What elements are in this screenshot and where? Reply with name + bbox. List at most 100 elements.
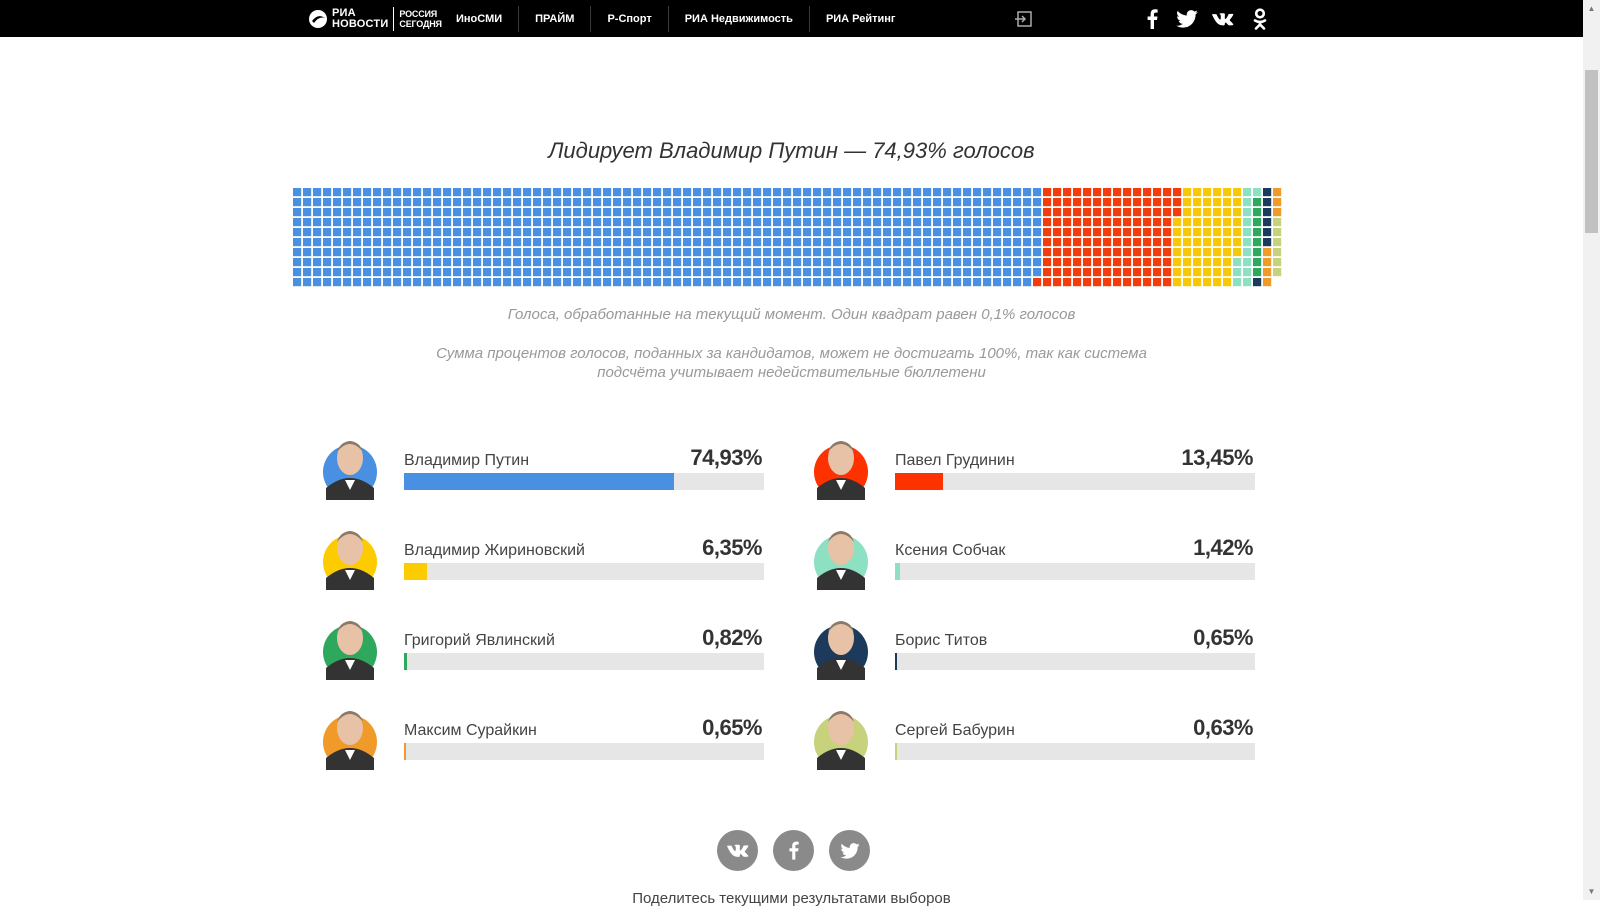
- waffle-square: [543, 268, 552, 277]
- waffle-square: [693, 198, 702, 207]
- waffle-square: [403, 248, 412, 257]
- waffle-square: [303, 198, 312, 207]
- waffle-square: [793, 208, 802, 217]
- waffle-square: [433, 228, 442, 237]
- waffle-square: [373, 208, 382, 217]
- waffle-square: [423, 218, 432, 227]
- waffle-square: [343, 258, 352, 267]
- waffle-square: [543, 188, 552, 197]
- waffle-square: [1023, 228, 1032, 237]
- waffle-square: [693, 208, 702, 217]
- page-scrollbar[interactable]: ▲ ▼: [1583, 0, 1600, 900]
- waffle-square: [1223, 218, 1232, 227]
- waffle-square: [573, 218, 582, 227]
- waffle-square: [373, 248, 382, 257]
- waffle-square: [503, 218, 512, 227]
- waffle-square: [1063, 208, 1072, 217]
- waffle-square: [793, 268, 802, 277]
- ria-novosti-logo[interactable]: РИА НОВОСТИ РОССИЯ СЕГОДНЯ: [308, 6, 442, 32]
- waffle-square: [1123, 248, 1132, 257]
- waffle-square: [993, 258, 1002, 267]
- waffle-square: [983, 278, 992, 287]
- waffle-square: [1163, 208, 1172, 217]
- waffle-square: [1023, 238, 1032, 247]
- waffle-square: [853, 268, 862, 277]
- waffle-square: [1233, 268, 1242, 277]
- waffle-square: [933, 278, 942, 287]
- facebook-icon[interactable]: [1141, 8, 1163, 30]
- waffle-square: [703, 198, 712, 207]
- waffle-square: [813, 228, 822, 237]
- share-vk-button[interactable]: [717, 830, 758, 871]
- waffle-square: [903, 238, 912, 247]
- logo-novosti: НОВОСТИ: [332, 18, 389, 30]
- nav-inosmi[interactable]: ИноСМИ: [456, 12, 503, 25]
- waffle-square: [663, 248, 672, 257]
- login-icon[interactable]: [1014, 9, 1034, 29]
- share-facebook-button[interactable]: [773, 830, 814, 871]
- nav-ria-rating[interactable]: РИА Рейтинг: [825, 12, 896, 25]
- waffle-square: [703, 238, 712, 247]
- waffle-square: [653, 218, 662, 227]
- nav-prime[interactable]: ПРАЙМ: [535, 12, 575, 25]
- waffle-square: [763, 208, 772, 217]
- waffle-square: [363, 258, 372, 267]
- odnoklassniki-icon[interactable]: [1249, 8, 1271, 30]
- waffle-square: [723, 268, 732, 277]
- waffle-square: [1263, 258, 1272, 267]
- waffle-square: [883, 218, 892, 227]
- waffle-square: [673, 188, 682, 197]
- waffle-square: [1273, 248, 1282, 257]
- waffle-square: [753, 188, 762, 197]
- vk-icon[interactable]: [1212, 8, 1234, 30]
- waffle-square: [1083, 218, 1092, 227]
- waffle-square: [383, 238, 392, 247]
- waffle-square: [423, 268, 432, 277]
- waffle-square: [823, 188, 832, 197]
- twitter-icon[interactable]: [1176, 8, 1198, 30]
- waffle-square: [433, 188, 442, 197]
- waffle-square: [823, 278, 832, 287]
- waffle-square: [623, 248, 632, 257]
- waffle-square: [633, 258, 642, 267]
- nav-ria-realty[interactable]: РИА Недвижимость: [684, 12, 793, 25]
- waffle-square: [403, 188, 412, 197]
- nav-rsport[interactable]: Р-Спорт: [607, 12, 652, 25]
- waffle-square: [943, 258, 952, 267]
- scroll-down-arrow-icon[interactable]: ▼: [1587, 887, 1596, 896]
- share-twitter-button[interactable]: [829, 830, 870, 871]
- waffle-square: [563, 238, 572, 247]
- waffle-square: [423, 198, 432, 207]
- waffle-square: [373, 268, 382, 277]
- waffle-square: [833, 258, 842, 267]
- waffle-square: [953, 198, 962, 207]
- waffle-square: [803, 198, 812, 207]
- waffle-square: [643, 248, 652, 257]
- waffle-square: [333, 218, 342, 227]
- waffle-square: [1143, 188, 1152, 197]
- waffle-square: [573, 208, 582, 217]
- waffle-square: [1163, 228, 1172, 237]
- waffle-square: [403, 208, 412, 217]
- waffle-square: [483, 198, 492, 207]
- waffle-square: [983, 188, 992, 197]
- waffle-square: [1053, 198, 1062, 207]
- waffle-square: [603, 268, 612, 277]
- candidate-bar-track: [404, 563, 764, 580]
- candidate-bar-fill: [404, 563, 427, 580]
- scroll-up-arrow-icon[interactable]: ▲: [1587, 4, 1596, 13]
- waffle-square: [963, 218, 972, 227]
- waffle-square: [963, 198, 972, 207]
- waffle-square: [873, 268, 882, 277]
- waffle-square: [383, 218, 392, 227]
- waffle-square: [1003, 208, 1012, 217]
- waffle-square: [933, 228, 942, 237]
- waffle-square: [1073, 228, 1082, 237]
- waffle-square: [473, 278, 482, 287]
- waffle-square: [1243, 198, 1252, 207]
- waffle-square: [443, 228, 452, 237]
- waffle-square: [923, 198, 932, 207]
- scroll-thumb[interactable]: [1585, 70, 1598, 233]
- waffle-square: [433, 198, 442, 207]
- waffle-square: [643, 278, 652, 287]
